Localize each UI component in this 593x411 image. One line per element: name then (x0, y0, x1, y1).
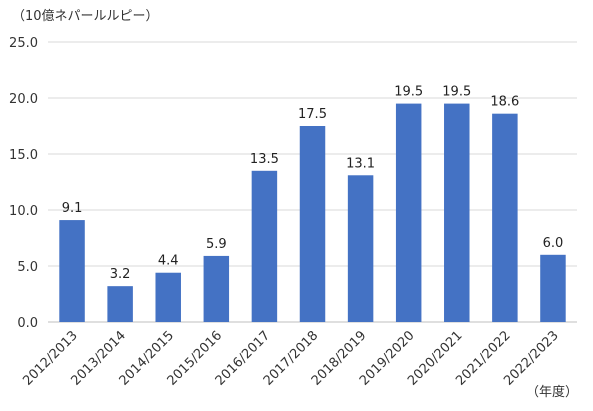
data-label: 19.5 (394, 85, 423, 100)
data-label: 4.4 (158, 254, 179, 269)
bar (299, 126, 326, 322)
data-labels: 9.1 3.2 4.4 5.9 13.5 17.5 13.1 19.5 19.5 18.6 6.0 (62, 85, 564, 283)
x-axis-ticks: 2012/20132013/20142014/20152015/20162016… (20, 328, 561, 389)
data-label: 5.9 (206, 237, 227, 252)
data-label: 13.5 (250, 152, 279, 167)
bar (444, 103, 470, 322)
bar (347, 175, 374, 322)
bar (107, 286, 133, 322)
data-label: 3.2 (110, 267, 131, 282)
data-label: 18.6 (490, 95, 519, 110)
bar (251, 170, 278, 322)
data-label: 6.0 (543, 236, 564, 251)
y-tick-label: 5.0 (17, 260, 38, 275)
bar (155, 272, 181, 322)
y-tick-label: 20.0 (9, 92, 38, 107)
y-tick-label: 15.0 (9, 148, 38, 163)
data-label: 9.1 (62, 201, 83, 216)
y-axis-ticks: 0.0 5.0 10.0 15.0 20.0 25.0 (9, 36, 38, 331)
data-label: 13.1 (346, 156, 375, 171)
bar (492, 113, 518, 323)
bar (395, 103, 422, 322)
y-tick-label: 25.0 (9, 36, 38, 51)
y-unit-label: （10億ネパールルピー） (12, 8, 159, 24)
data-label: 19.5 (442, 85, 471, 100)
x-unit-label: （年度） (526, 384, 578, 400)
y-tick-label: 0.0 (17, 316, 38, 331)
bars (59, 103, 566, 323)
y-tick-label: 10.0 (9, 204, 38, 219)
bar (540, 254, 566, 322)
data-label: 17.5 (298, 107, 327, 122)
bar (203, 255, 230, 322)
bar (59, 220, 85, 322)
